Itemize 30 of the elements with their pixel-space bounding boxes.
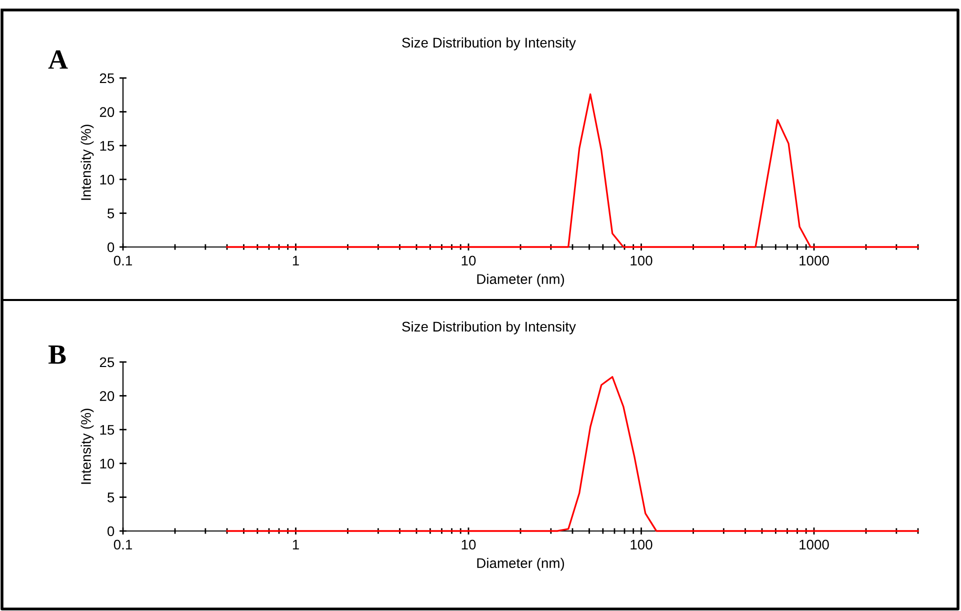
y-tick-label: 5 <box>108 492 114 502</box>
y-tick-label: 15 <box>100 141 114 151</box>
y-axis-title: Intensity (%) <box>80 124 94 200</box>
chart-title: Size Distribution by Intensity <box>402 37 576 50</box>
text: B <box>48 345 66 364</box>
y-tick-label: 15 <box>100 425 114 435</box>
x-tick-label: 1000 <box>800 256 829 266</box>
x-tick-label: 100 <box>630 256 652 266</box>
text: A <box>48 50 68 69</box>
y-tick-label: 0 <box>107 526 114 536</box>
y-tick-label: 10 <box>100 458 114 469</box>
x-tick-label: 10 <box>462 256 476 266</box>
x-tick-label: 1 <box>292 540 299 550</box>
y-axis-title: Intensity (%) <box>80 408 94 484</box>
y-tick-label: 0 <box>107 242 114 252</box>
y-tick-label: 25 <box>100 357 114 368</box>
x-tick-label: 100 <box>630 540 652 550</box>
x-tick-label: 10 <box>462 540 476 550</box>
y-tick-label: 5 <box>108 208 114 218</box>
chart-title: Size Distribution by Intensity <box>402 321 576 334</box>
x-tick-label: 1000 <box>800 540 829 550</box>
x-tick-label: 0.1 <box>114 256 132 266</box>
y-tick-label: 10 <box>100 174 114 185</box>
x-axis-title: Diameter (nm) <box>477 274 564 287</box>
x-axis-title: Diameter (nm) <box>477 558 564 571</box>
x-tick-label: 1 <box>292 256 299 266</box>
y-tick-label: 20 <box>100 391 114 401</box>
y-tick-label: 20 <box>100 107 114 117</box>
y-tick-label: 25 <box>100 73 114 84</box>
x-tick-label: 0.1 <box>114 540 132 550</box>
